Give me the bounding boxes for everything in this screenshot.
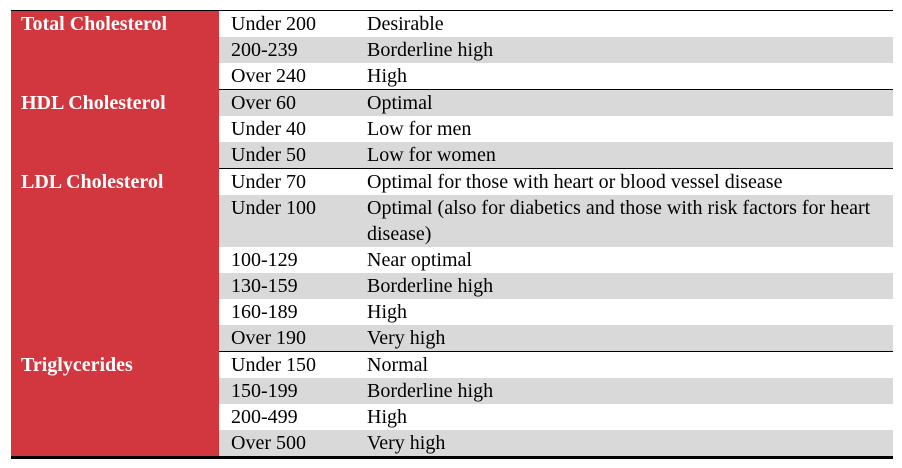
table-row: Total Cholesterol Under 200 Desirable bbox=[11, 10, 893, 90]
range-cell: Over 500 bbox=[219, 430, 355, 458]
range-cell: Under 150 bbox=[219, 351, 355, 378]
range-cell: 100-129 bbox=[231, 249, 298, 271]
meaning-cell: High bbox=[367, 406, 407, 428]
group-label: HDL Cholesterol bbox=[11, 89, 219, 169]
meaning-cell: Borderline high bbox=[355, 273, 893, 299]
range-cell: Under 50 bbox=[219, 142, 355, 169]
meaning-cell: Optimal for those with heart or blood ve… bbox=[355, 168, 893, 195]
range-cell: 160-189 bbox=[231, 301, 298, 323]
group-label: LDL Cholesterol bbox=[11, 168, 219, 352]
meaning-cell: High bbox=[367, 65, 407, 87]
range-cell: Under 70 bbox=[219, 168, 355, 195]
table-row: Over 190 Very high bbox=[11, 325, 893, 352]
table-row: 200-499 High bbox=[11, 404, 893, 430]
meaning-cell: Very high bbox=[355, 325, 893, 352]
range-cell: Over 240 bbox=[231, 65, 306, 87]
table-row: LDL Cholesterol Under 70 Optimal for those… bbox=[11, 168, 893, 352]
meaning-cell: High bbox=[367, 301, 407, 323]
meaning-cell: Near optimal bbox=[367, 249, 472, 271]
range-cell: 200-499 bbox=[231, 406, 298, 428]
table-row: 150-199 Borderline high bbox=[11, 378, 893, 404]
meaning-cell: Normal bbox=[355, 351, 893, 378]
meaning-cell: Desirable bbox=[367, 13, 444, 35]
group-label: Total Cholesterol bbox=[11, 10, 219, 90]
table-row: 200-239 Borderline high bbox=[11, 37, 893, 63]
meaning-cell: Borderline high bbox=[355, 378, 893, 404]
table-row: 130-159 Borderline high bbox=[11, 273, 893, 299]
table-row: Over 500 Very high bbox=[11, 430, 893, 458]
group-label: Triglycerides bbox=[11, 351, 219, 458]
table-row: Under 50 Low for women bbox=[11, 142, 893, 169]
table-row: 160-189 High bbox=[11, 299, 893, 325]
range-cell: Under 100 bbox=[219, 195, 355, 247]
table-row: Over 240 High bbox=[11, 63, 893, 90]
range-cell: Under 200 bbox=[231, 13, 316, 35]
cholesterol-table: Total Cholesterol Under 200 Desirable 200-2… bbox=[11, 10, 893, 459]
table-row: 100-129 Near optimal bbox=[11, 247, 893, 273]
table-row: HDL Cholesterol Over 60 Optimal bbox=[11, 89, 893, 169]
meaning-cell: Low for men bbox=[367, 118, 472, 140]
table-row: Under 100 Optimal (also for diabetics and… bbox=[11, 195, 893, 247]
meaning-cell: Borderline high bbox=[355, 37, 893, 63]
meaning-cell: Optimal bbox=[355, 89, 893, 116]
range-cell: Over 60 bbox=[219, 89, 355, 116]
range-cell: Under 40 bbox=[231, 118, 306, 140]
meaning-cell: Optimal (also for diabetics and those wi… bbox=[355, 195, 893, 247]
meaning-cell: Very high bbox=[355, 430, 893, 458]
table-row: Triglycerides Under 150 Normal bbox=[11, 351, 893, 458]
table-row: Under 40 Low for men bbox=[11, 116, 893, 142]
range-cell: 150-199 bbox=[219, 378, 355, 404]
range-cell: 200-239 bbox=[219, 37, 355, 63]
range-cell: Over 190 bbox=[219, 325, 355, 352]
range-cell: 130-159 bbox=[219, 273, 355, 299]
meaning-cell: Low for women bbox=[355, 142, 893, 169]
